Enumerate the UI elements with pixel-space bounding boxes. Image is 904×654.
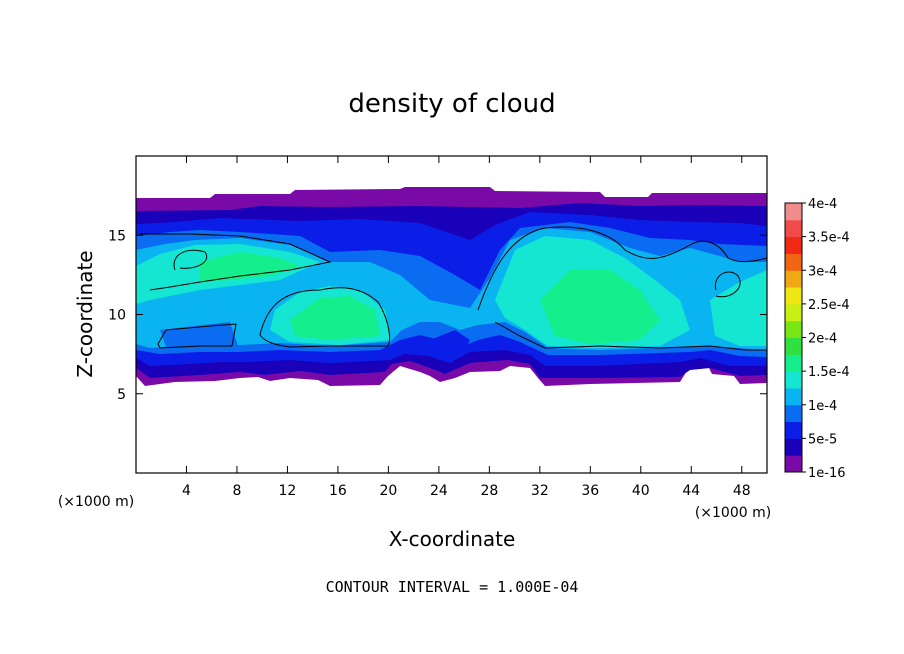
colorbar-swatch [785,236,802,254]
colorbar-label: 2e-4 [808,332,837,347]
contour-right [477,226,767,351]
colorbar-swatch [785,387,802,406]
colorbar-label: 3e-4 [808,264,837,279]
contour-mid-left [259,287,391,348]
contour-left-box [157,323,237,349]
colorbar-swatch [785,354,802,372]
x-tick-label: 28 [480,483,498,499]
colorbar-swatch [785,438,802,456]
colorbar-label: 2.5e-4 [808,298,850,313]
density-band-1-2e-4-c [540,270,660,344]
chart-title: density of cloud [348,89,555,119]
turbulence-patch [430,330,470,358]
x-tick-label: 32 [531,483,549,499]
colorbar-swatch [785,337,802,355]
colorbar-swatch [785,287,802,305]
x-tick-label: 16 [329,483,347,499]
colorbar-label: 3.5e-4 [808,231,850,246]
x-tick-label: 36 [581,483,599,499]
density-band-1-2e-4-b [290,296,380,340]
colorbar-label: 1e-4 [808,399,837,414]
density-streak [160,322,238,347]
colorbar-swatch [785,371,802,389]
x-tick-label: 12 [279,483,297,499]
x-unit-label: (×1000 m) [58,494,134,510]
z-unit-label: (×1000 m) [695,505,771,521]
density-band-1-2e-4 [200,252,300,282]
contour-right-curl [714,271,741,298]
colorbar-swatch [785,253,802,271]
colorbar-swatch [785,270,802,288]
colorbar-label: 4e-4 [808,197,837,212]
y-tick-label: 10 [108,308,126,324]
colorbar-swatch [785,320,802,338]
y-tick-label: 5 [117,387,126,403]
colorbar: 1e-16 5e-5 1e-4 1.5e-4 2e-4 2.5e-4 3e-4 3.5e-4 4… [784,197,850,481]
colorbar-swatch [785,421,802,439]
x-tick-label: 20 [379,483,397,499]
x-tick-label: 4 [182,483,191,499]
colorbar-label: 5e-5 [808,432,837,447]
x-tick-label: 8 [232,483,241,499]
y-axis-label: Z-coordinate [73,250,97,377]
density-band-1e-4-d [710,270,767,346]
x-tick-label: 48 [733,483,751,499]
colorbar-label: 1e-16 [808,466,846,481]
contour-upper-left [140,233,332,291]
y-tick-label: 15 [108,228,126,244]
contour-interval-note: CONTOUR INTERVAL = 1.000E-04 [326,578,579,596]
y-axis-ticks: 5 10 15 [108,228,767,403]
colorbar-swatch [785,404,802,423]
colorbar-swatch [785,455,802,473]
x-tick-label: 24 [430,483,448,499]
x-tick-label: 40 [632,483,650,499]
x-axis-ticks: 4 8 12 16 20 24 28 32 36 40 44 48 [182,156,751,499]
colorbar-swatch [785,303,802,322]
density-field [136,187,767,386]
colorbar-label: 1.5e-4 [808,365,850,380]
colorbar-swatch [785,203,802,221]
contour-lines [140,226,767,351]
x-axis-label: X-coordinate [389,527,516,551]
x-tick-label: 44 [682,483,700,499]
colorbar-swatch [785,219,802,238]
